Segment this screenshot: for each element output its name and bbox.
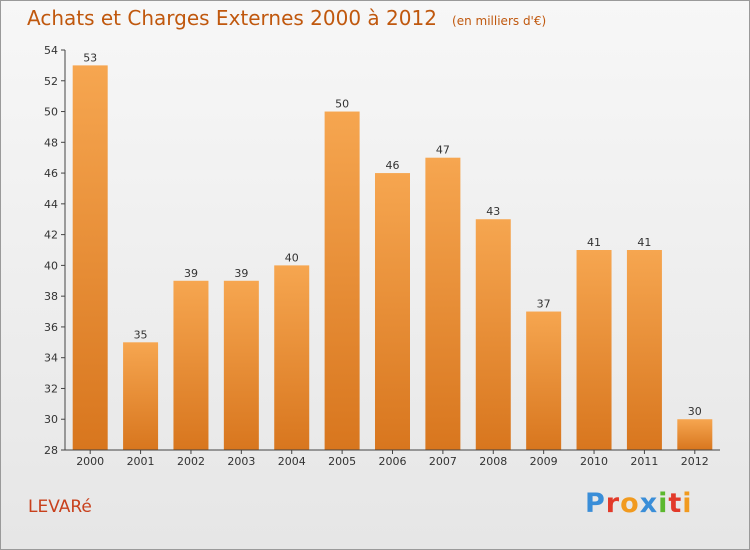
bar-2008	[475, 219, 511, 450]
y-tick-label-46: 46	[44, 167, 58, 180]
bar-2003	[223, 280, 259, 450]
value-label-2008: 43	[486, 205, 500, 218]
x-tick-label-2007: 2007	[429, 455, 457, 468]
value-label-2010: 41	[587, 236, 601, 249]
bar-2011	[626, 250, 662, 450]
x-tick-label-2004: 2004	[278, 455, 306, 468]
bar-2012	[677, 419, 713, 450]
x-tick-label-2010: 2010	[580, 455, 608, 468]
x-tick-label-2001: 2001	[127, 455, 155, 468]
x-tick-label-2009: 2009	[530, 455, 558, 468]
place-name: LEVARé	[28, 497, 92, 517]
y-tick-label-32: 32	[44, 382, 58, 395]
chart-unit-label: (en milliers d'€)	[452, 14, 547, 28]
bar-2006	[375, 173, 410, 451]
bar-2005	[324, 111, 360, 451]
chart-title: Achats et Charges Externes 2000 à 2012	[27, 6, 437, 30]
y-tick-label-48: 48	[44, 136, 58, 149]
x-tick-label-2000: 2000	[76, 455, 104, 468]
x-tick-label-2011: 2011	[630, 455, 658, 468]
y-tick-label-34: 34	[44, 352, 58, 365]
x-tick-label-2006: 2006	[379, 455, 407, 468]
chart-title-row: Achats et Charges Externes 2000 à 2012 (…	[27, 6, 546, 30]
y-tick-label-36: 36	[44, 321, 58, 334]
bar-2010	[576, 250, 612, 450]
y-tick-label-30: 30	[44, 413, 58, 426]
value-label-2004: 40	[285, 251, 299, 264]
y-tick-label-54: 54	[44, 44, 58, 57]
bar-2007	[425, 157, 461, 450]
y-tick-label-28: 28	[44, 444, 58, 457]
bar-2004	[274, 265, 310, 450]
y-tick-label-38: 38	[44, 290, 58, 303]
y-tick-label-42: 42	[44, 229, 58, 242]
x-tick-label-2008: 2008	[479, 455, 507, 468]
y-tick-label-50: 50	[44, 106, 58, 119]
y-tick-label-44: 44	[44, 198, 58, 211]
bar-2001	[123, 342, 159, 450]
y-tick-label-52: 52	[44, 75, 58, 88]
value-label-2012: 30	[688, 405, 702, 418]
value-label-2005: 50	[335, 98, 349, 111]
bars-layer: 53 35 39 39 40 50 46 47 43 37 41 41 30	[72, 51, 713, 451]
value-label-2011: 41	[637, 236, 651, 249]
axes-layer: 2000 2001 2002 2003 2004 2005 2006 2007 2008 2009…	[44, 44, 720, 468]
value-label-2000: 53	[83, 51, 97, 64]
bar-2002	[173, 280, 209, 450]
y-tick-label-40: 40	[44, 259, 58, 272]
x-tick-label-2012: 2012	[681, 455, 709, 468]
value-label-2007: 47	[436, 144, 450, 157]
value-label-2002: 39	[184, 267, 198, 280]
value-label-2003: 39	[234, 267, 248, 280]
proxiti-logo: Proxiti	[585, 488, 693, 519]
x-tick-label-2003: 2003	[227, 455, 255, 468]
x-tick-label-2005: 2005	[328, 455, 356, 468]
value-label-2001: 35	[134, 328, 148, 341]
x-tick-label-2002: 2002	[177, 455, 205, 468]
value-label-2009: 37	[537, 298, 551, 311]
bar-2000	[72, 65, 108, 450]
bar-2009	[526, 311, 562, 450]
value-label-2006: 46	[386, 159, 400, 172]
